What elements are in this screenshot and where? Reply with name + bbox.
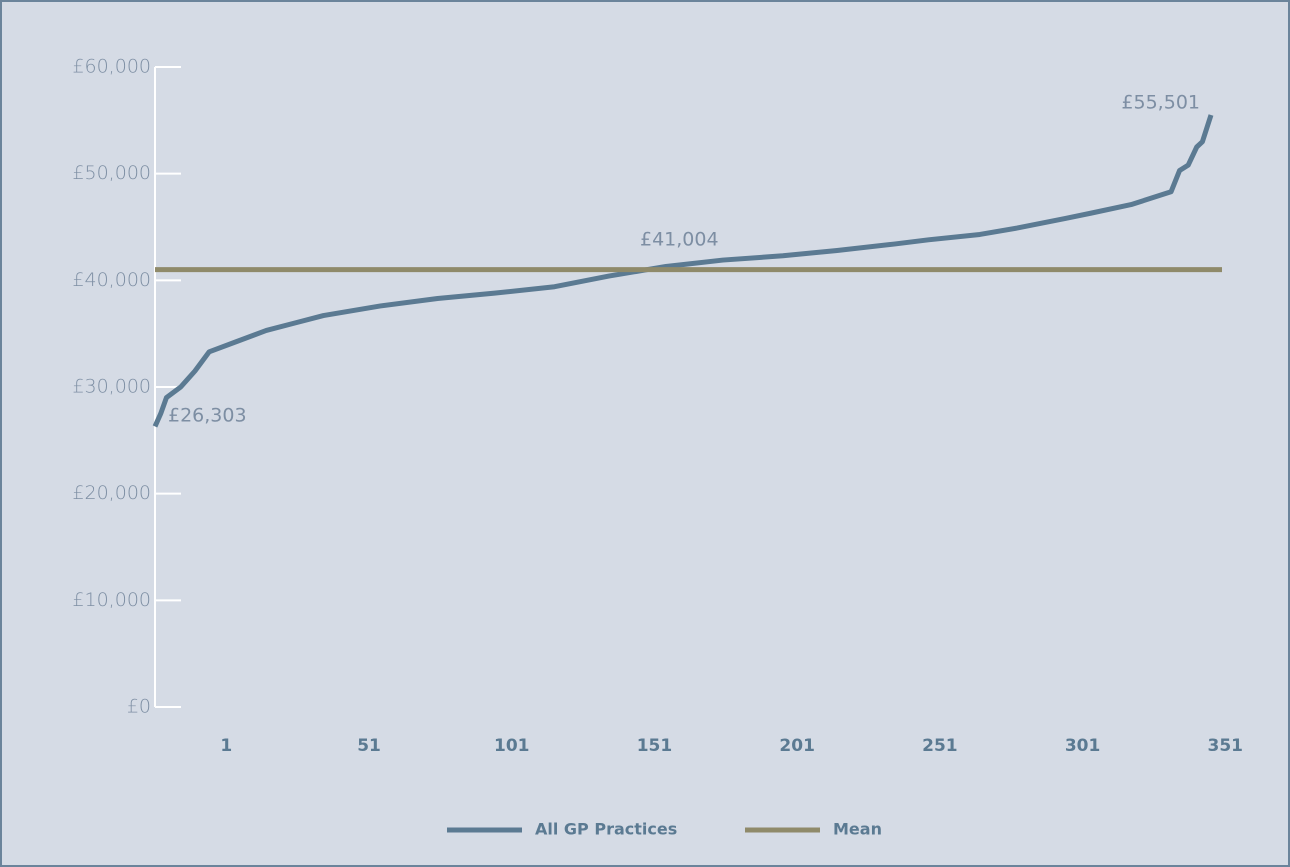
y-tick-label: £50,000 — [72, 162, 151, 184]
y-tick-label: £40,000 — [72, 269, 151, 291]
y-tick-label: £10,000 — [72, 589, 151, 611]
legend-label: All GP Practices — [535, 820, 677, 839]
annotation: £41,004 — [640, 229, 719, 251]
x-tick-label: 1 — [220, 736, 232, 756]
y-tick-label: £20,000 — [72, 482, 151, 504]
y-tick-label: £0 — [127, 696, 151, 718]
x-tick-label: 351 — [1208, 736, 1244, 756]
annotation: £26,303 — [168, 405, 247, 427]
y-tick-label: £60,000 — [72, 56, 151, 78]
x-tick-label: 101 — [494, 736, 530, 756]
annotation: £55,501 — [1121, 92, 1200, 114]
x-tick-label: 201 — [779, 736, 815, 756]
x-tick-label: 251 — [922, 736, 958, 756]
x-tick-label: 51 — [357, 736, 381, 756]
y-tick-label: £30,000 — [72, 376, 151, 398]
x-tick-label: 301 — [1065, 736, 1101, 756]
data-line — [152, 114, 1214, 428]
x-tick-label: 151 — [637, 736, 673, 756]
legend-label: Mean — [833, 820, 882, 839]
